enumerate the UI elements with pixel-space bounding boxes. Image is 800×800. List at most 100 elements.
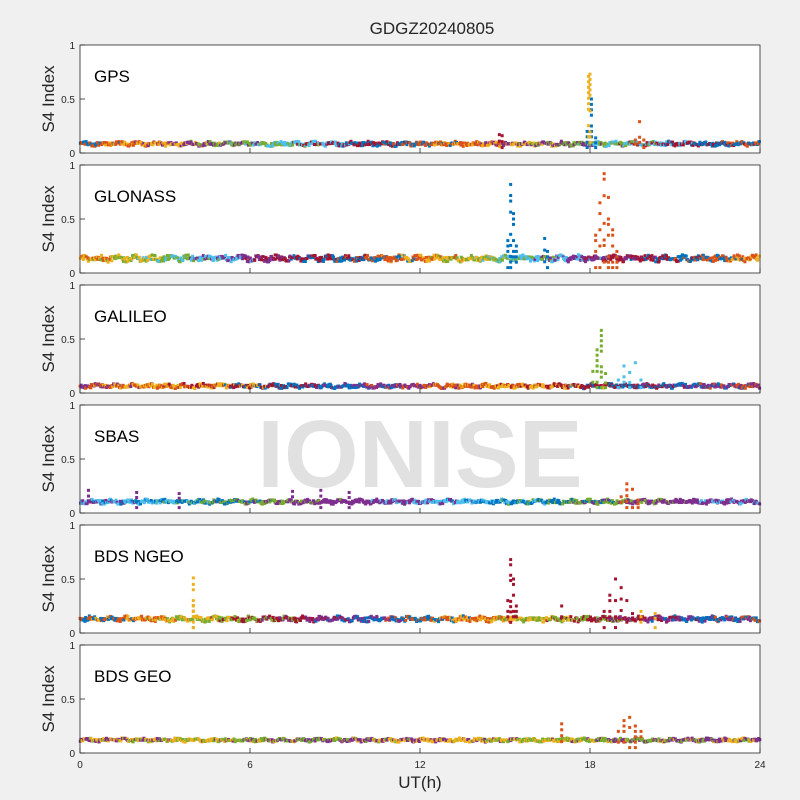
data-point	[602, 609, 606, 613]
data-point	[699, 257, 703, 261]
data-point	[593, 257, 597, 261]
data-point	[565, 384, 569, 388]
data-point	[230, 255, 234, 259]
data-point	[377, 254, 381, 258]
data-point	[207, 500, 211, 504]
data-point	[443, 258, 447, 262]
data-point	[408, 615, 412, 619]
data-point	[191, 582, 195, 586]
data-point	[363, 618, 367, 622]
data-point	[746, 617, 750, 621]
data-point	[114, 739, 118, 743]
data-point	[617, 255, 621, 259]
data-point	[683, 382, 687, 386]
data-point	[606, 266, 610, 270]
data-point	[689, 259, 693, 263]
data-point	[587, 614, 591, 618]
data-point	[374, 617, 378, 621]
data-point	[217, 257, 221, 261]
data-point	[613, 618, 617, 622]
data-point	[114, 142, 118, 146]
data-point	[529, 257, 533, 261]
data-point	[588, 140, 592, 144]
data-point	[547, 501, 551, 505]
data-point	[207, 617, 211, 621]
data-point	[437, 254, 441, 258]
data-point	[589, 97, 593, 101]
y-axis-label: S4 Index	[39, 545, 58, 613]
data-point	[643, 616, 647, 620]
data-point	[93, 615, 97, 619]
data-point	[267, 257, 271, 261]
data-point	[589, 615, 593, 619]
data-point	[494, 140, 498, 144]
data-point	[245, 500, 249, 504]
data-point	[303, 498, 307, 502]
data-point	[158, 501, 162, 505]
data-point	[230, 142, 234, 146]
data-point	[282, 141, 286, 145]
data-point	[516, 144, 520, 148]
data-point	[91, 256, 95, 260]
data-point	[519, 144, 523, 148]
data-point	[690, 141, 694, 145]
data-point	[163, 738, 167, 742]
data-point	[87, 500, 90, 504]
data-point	[232, 141, 236, 145]
data-point	[548, 256, 552, 260]
data-point	[279, 140, 283, 144]
data-point	[220, 499, 224, 503]
data-point	[501, 619, 505, 623]
data-point	[607, 144, 611, 148]
data-point	[626, 140, 630, 144]
data-point	[588, 88, 592, 92]
baseline-points	[78, 139, 761, 148]
data-point	[509, 599, 513, 603]
data-point	[512, 609, 515, 613]
data-point	[685, 619, 689, 623]
data-point	[134, 253, 138, 257]
data-point	[235, 143, 239, 147]
data-point	[599, 384, 603, 388]
data-point	[358, 141, 362, 145]
data-point	[599, 349, 603, 353]
data-point	[625, 494, 629, 498]
data-point	[639, 617, 643, 621]
data-point	[434, 140, 438, 144]
data-point	[725, 501, 729, 505]
data-point	[353, 257, 357, 261]
data-point	[646, 502, 650, 506]
data-point	[741, 617, 745, 621]
data-point	[180, 500, 184, 504]
data-point	[639, 609, 643, 613]
data-point	[276, 619, 280, 623]
data-point	[179, 499, 183, 503]
data-point	[109, 255, 113, 259]
data-point	[465, 616, 469, 620]
data-point	[524, 255, 528, 259]
data-point	[479, 618, 483, 622]
data-point	[435, 143, 439, 147]
data-point	[570, 497, 574, 501]
data-point	[563, 386, 567, 390]
data-point	[606, 195, 610, 199]
data-point	[527, 500, 531, 504]
data-point	[85, 502, 89, 506]
spike-series	[616, 361, 643, 390]
data-point	[509, 558, 513, 562]
data-point	[465, 143, 469, 147]
data-point	[659, 143, 663, 147]
data-point	[489, 501, 493, 505]
data-point	[454, 386, 458, 390]
data-point	[450, 616, 454, 620]
data-point	[703, 619, 707, 623]
data-point	[508, 384, 512, 388]
data-point	[316, 501, 320, 505]
data-point	[389, 259, 393, 263]
data-point	[120, 142, 124, 146]
data-point	[242, 500, 246, 504]
data-point	[588, 77, 592, 81]
data-point	[423, 384, 427, 388]
data-point	[363, 253, 367, 257]
data-point	[421, 385, 425, 389]
